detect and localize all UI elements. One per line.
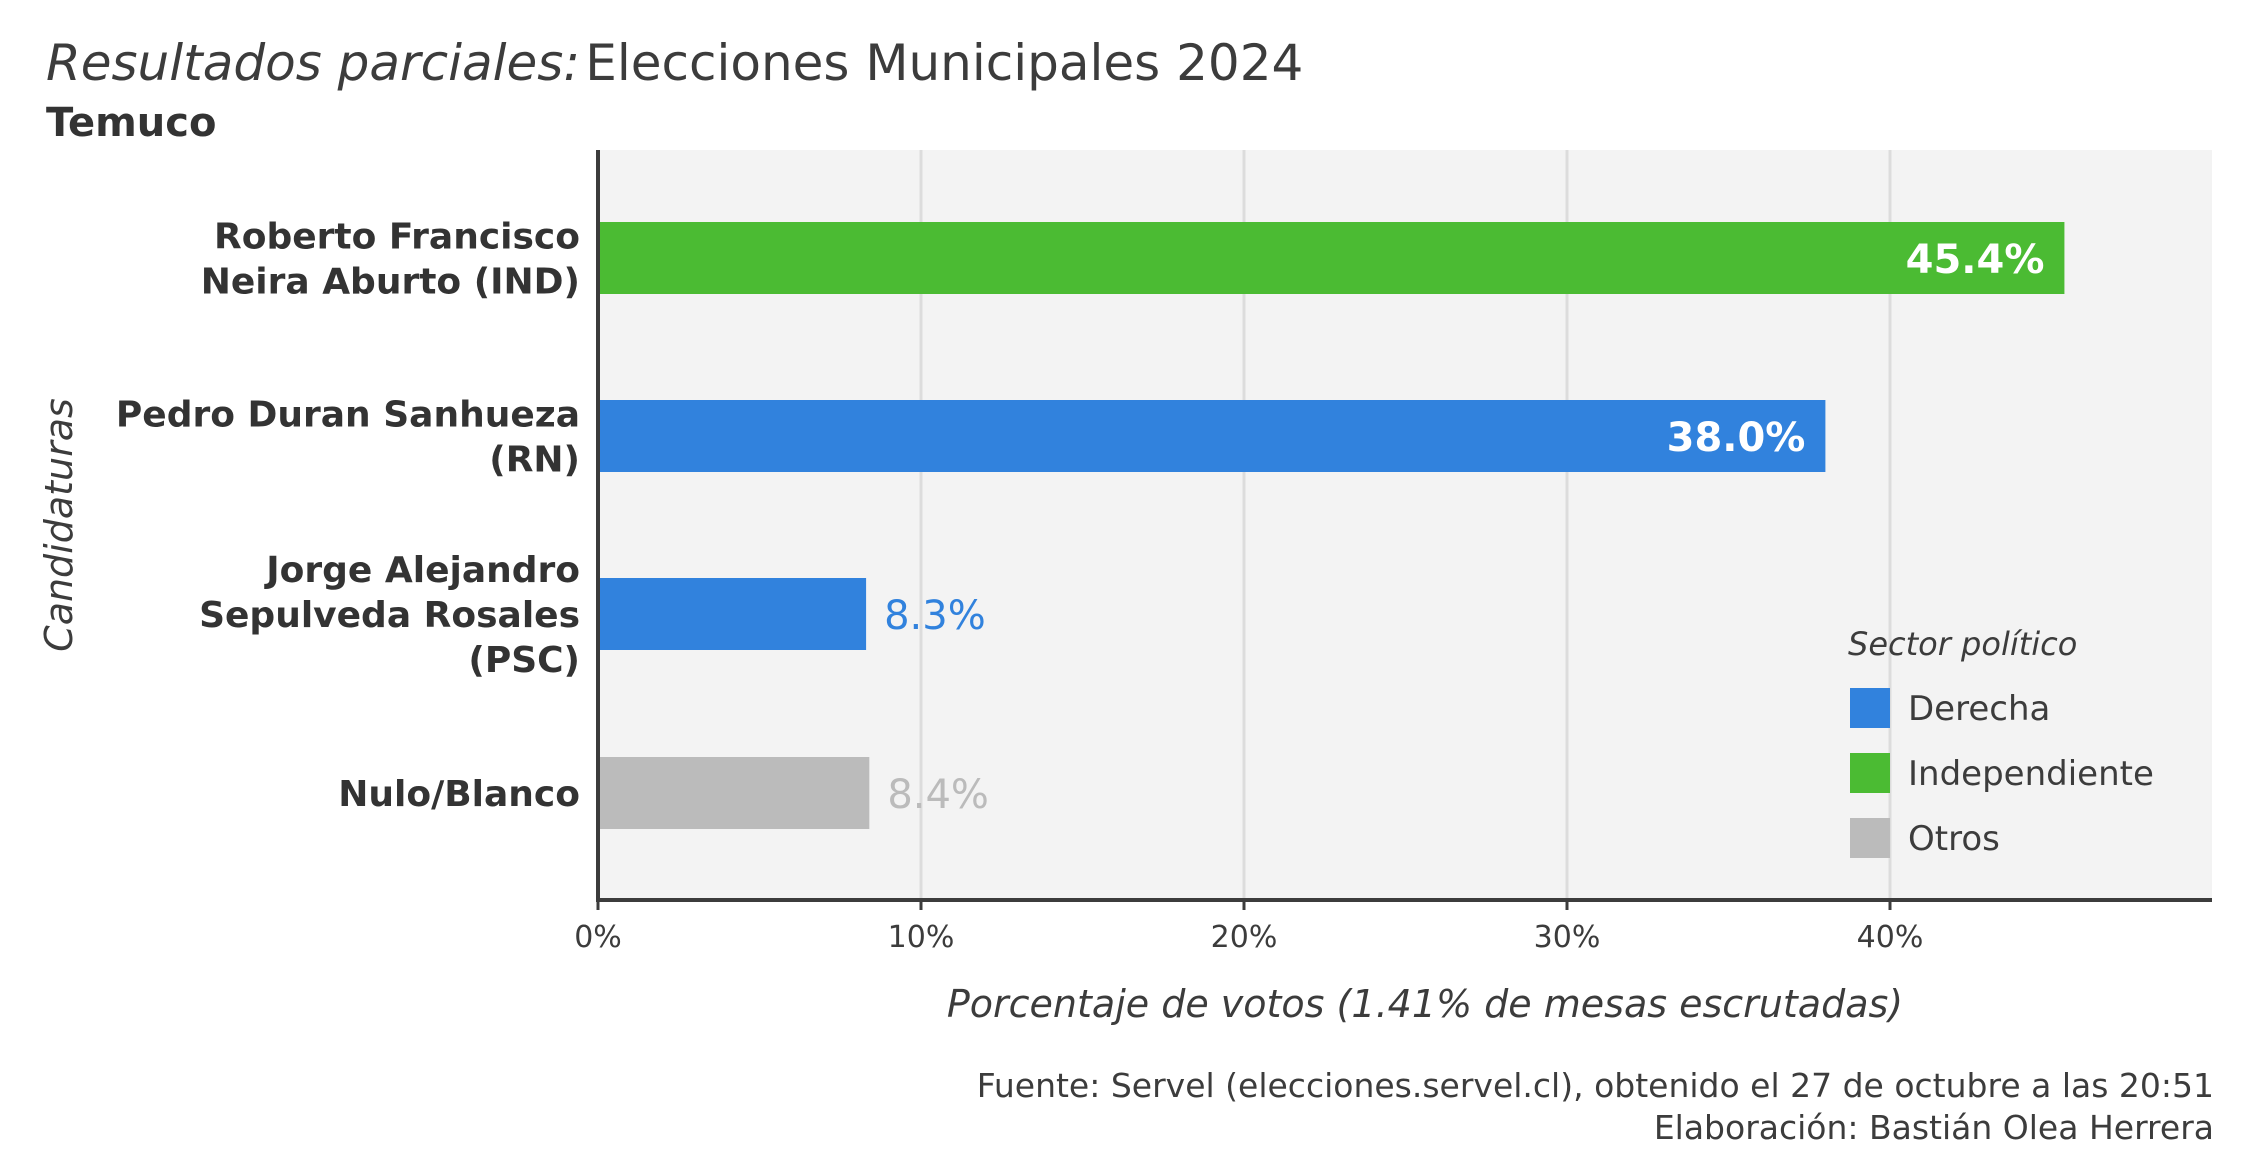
chart-title-italic: Resultados parciales:	[46, 34, 581, 92]
legend-swatch-1	[1850, 753, 1890, 793]
category-label-line: Nulo/Blanco	[338, 774, 580, 815]
category-label-line: (PSC)	[468, 640, 580, 681]
legend-label-2: Otros	[1908, 819, 2000, 859]
category-label-line: Neira Aburto (IND)	[201, 262, 580, 303]
x-tick-label-3: 30%	[1534, 920, 1601, 955]
chart-subtitle: Temuco	[46, 100, 217, 146]
category-label-line: (RN)	[489, 440, 580, 481]
category-label-2: Jorge Alejandro Sepulveda Rosales (PSC)	[199, 550, 580, 681]
chart-title: Resultados parciales: Elecciones Municip…	[46, 34, 1303, 92]
bar-1	[598, 400, 1826, 472]
bar-3	[598, 757, 870, 829]
footer-source: Fuente: Servel (elecciones.servel.cl), o…	[976, 1066, 2214, 1105]
data-label-3: 8.4%	[887, 772, 989, 818]
bar-2	[598, 578, 867, 650]
data-label-0: 45.4%	[1906, 237, 2045, 283]
y-axis-title: Candidaturas	[37, 398, 81, 652]
legend-title: Sector político	[1848, 625, 2077, 663]
x-tick-label-1: 10%	[888, 920, 955, 955]
bar-0	[598, 222, 2065, 294]
category-label-line: Roberto Francisco	[214, 217, 580, 258]
category-label-3: Nulo/Blanco	[338, 774, 580, 815]
data-label-1: 38.0%	[1667, 415, 1806, 461]
x-tick-label-0: 0%	[574, 920, 622, 955]
legend-swatch-2	[1850, 818, 1890, 858]
category-label-0: Roberto Francisco Neira Aburto (IND)	[201, 217, 580, 303]
legend-label-1: Independiente	[1908, 754, 2154, 794]
category-label-1: Pedro Duran Sanhueza (RN)	[116, 395, 580, 481]
legend-label-0: Derecha	[1908, 689, 2050, 729]
legend-swatch-0	[1850, 688, 1890, 728]
chart-title-main: Elecciones Municipales 2024	[585, 34, 1304, 92]
footer-author: Elaboración: Bastián Olea Herrera	[1653, 1108, 2214, 1147]
category-label-line: Sepulveda Rosales	[199, 595, 580, 636]
category-label-line: Pedro Duran Sanhueza	[116, 395, 580, 436]
data-label-2: 8.3%	[884, 593, 986, 639]
x-tick-label-4: 40%	[1857, 920, 1924, 955]
x-axis-title: Porcentaje de votos (1.41% de mesas escr…	[947, 982, 1903, 1026]
category-label-line: Jorge Alejandro	[263, 550, 580, 591]
x-tick-label-2: 20%	[1211, 920, 1278, 955]
